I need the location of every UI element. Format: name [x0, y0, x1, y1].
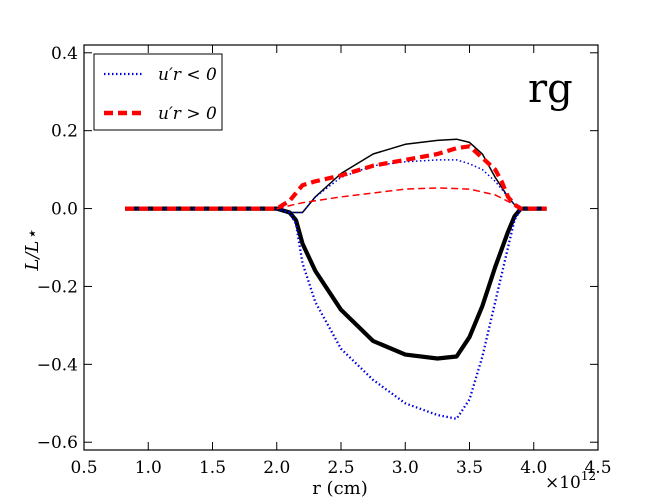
y-tick-label: −0.4 [37, 355, 78, 375]
y-tick-label: 0.2 [51, 122, 78, 142]
x-tick-label: 3.5 [456, 458, 483, 478]
legend-label-0: u′r < 0 [158, 65, 217, 85]
y-tick-label: −0.2 [37, 277, 78, 297]
ticks: 0.5 1.0 1.5 2.0 2.5 3.0 3.5 4.0 4.5 −0.6 −0.4 −0.2 0… [37, 44, 612, 478]
x-tick-label: 2.5 [327, 458, 354, 478]
y-tick-label: 0.4 [51, 44, 78, 64]
x-tick-label: 3.0 [392, 458, 419, 478]
legend: u′r < 0 u′r > 0 [93, 53, 223, 131]
x-axis-label: r (cm) [312, 478, 368, 499]
series-line-red-dashed-thin [276, 187, 522, 210]
x-multiplier-exp: 12 [581, 469, 596, 483]
x-tick-label: 2.0 [263, 458, 290, 478]
y-tick-label: −0.6 [37, 433, 78, 453]
y-tick-label: 0.0 [51, 200, 78, 220]
series-line-blue-dotted-upper [276, 159, 522, 214]
x-multiplier-base: ×10 [545, 473, 581, 493]
x-multiplier: ×1012 [545, 469, 596, 493]
legend-label-1: u′r > 0 [158, 104, 217, 124]
series-line-black-thick [125, 206, 547, 361]
x-tick-label: 4.5 [584, 458, 611, 478]
series-group [125, 138, 547, 420]
x-tick-label: 0.5 [70, 458, 97, 478]
series-line-red-dashed-thick [125, 144, 547, 211]
y-axis-label: L/L⋆ [22, 229, 43, 271]
legend-box [93, 53, 223, 131]
panel-label: rg [528, 66, 573, 112]
series-line-blue-dotted [125, 207, 547, 420]
x-tick-label: 1.5 [199, 458, 226, 478]
x-tick-label: 1.0 [135, 458, 162, 478]
series-line-black-thin [125, 138, 547, 214]
x-tick-label: 4.0 [520, 458, 547, 478]
